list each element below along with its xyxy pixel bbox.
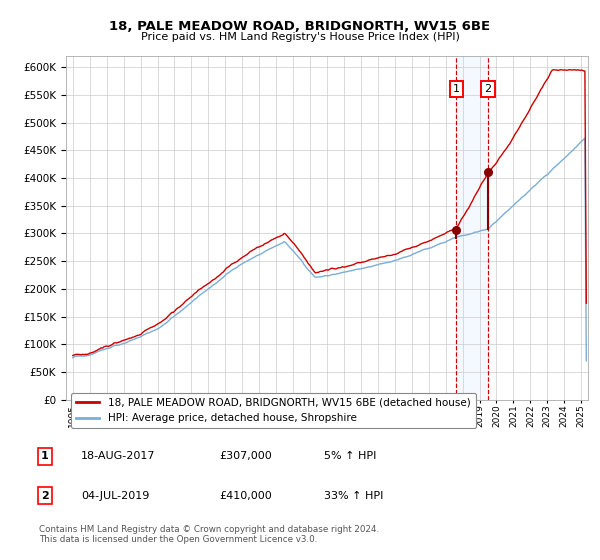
- Text: 2: 2: [41, 491, 49, 501]
- Text: 2: 2: [484, 83, 491, 94]
- Bar: [457, 56, 488, 400]
- Text: 18-AUG-2017: 18-AUG-2017: [81, 451, 155, 461]
- Text: 1: 1: [453, 83, 460, 94]
- Text: 5% ↑ HPI: 5% ↑ HPI: [324, 451, 376, 461]
- Text: £307,000: £307,000: [219, 451, 272, 461]
- Text: 33% ↑ HPI: 33% ↑ HPI: [324, 491, 383, 501]
- Text: 04-JUL-2019: 04-JUL-2019: [81, 491, 149, 501]
- Text: 1: 1: [41, 451, 49, 461]
- Text: £410,000: £410,000: [219, 491, 272, 501]
- Text: 18, PALE MEADOW ROAD, BRIDGNORTH, WV15 6BE: 18, PALE MEADOW ROAD, BRIDGNORTH, WV15 6…: [109, 20, 491, 32]
- Legend: 18, PALE MEADOW ROAD, BRIDGNORTH, WV15 6BE (detached house), HPI: Average price,: 18, PALE MEADOW ROAD, BRIDGNORTH, WV15 6…: [71, 393, 476, 428]
- Text: Price paid vs. HM Land Registry's House Price Index (HPI): Price paid vs. HM Land Registry's House …: [140, 32, 460, 43]
- Text: Contains HM Land Registry data © Crown copyright and database right 2024.
This d: Contains HM Land Registry data © Crown c…: [39, 525, 379, 544]
